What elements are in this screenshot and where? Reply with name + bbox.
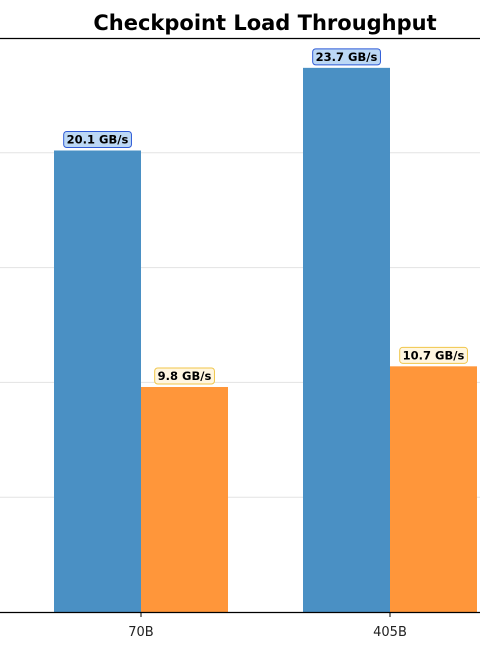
x-tick-label: 405B bbox=[373, 625, 407, 640]
data-label-group: 20.1 GB/s 9.8 GB/s 23.7 GB/s 10.7 GB/s bbox=[63, 48, 468, 385]
data-label-box bbox=[154, 367, 215, 385]
data-label-box bbox=[399, 346, 468, 364]
bar bbox=[54, 150, 141, 612]
data-label-box bbox=[63, 131, 132, 149]
data-label: 9.8 GB/s bbox=[158, 369, 212, 383]
x-tick-group: 70B 405B bbox=[128, 612, 407, 640]
data-label: 10.7 GB/s bbox=[403, 348, 465, 362]
x-tick-label: 70B bbox=[128, 625, 153, 640]
data-label: 20.1 GB/s bbox=[67, 133, 129, 147]
bar bbox=[390, 366, 477, 612]
bar-group bbox=[54, 67, 477, 612]
data-label-box bbox=[312, 48, 381, 66]
bar bbox=[141, 386, 228, 612]
chart-title: Checkpoint Load Throughput bbox=[93, 11, 436, 35]
bar bbox=[303, 67, 390, 612]
axes bbox=[0, 37, 480, 614]
data-label: 23.7 GB/s bbox=[316, 50, 378, 64]
